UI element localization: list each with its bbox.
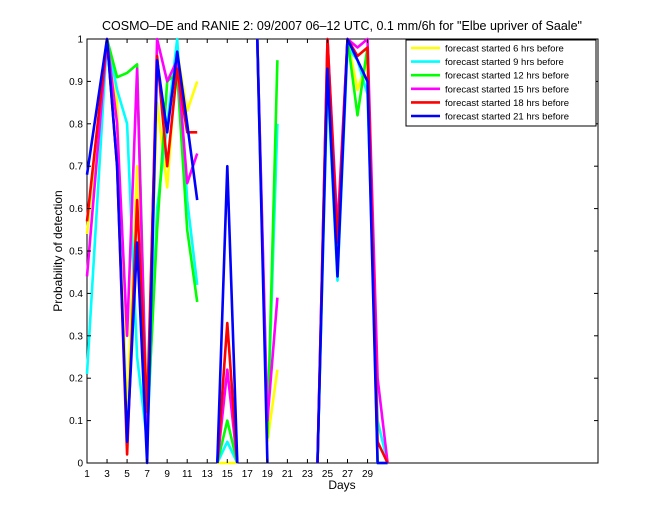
x-tick-label-14: 29 (362, 469, 374, 480)
y-tick-label-0: 0 (77, 459, 83, 470)
x-tick-label-1: 3 (104, 469, 110, 480)
legend-entry-3: forecast started 15 hrs before (445, 84, 569, 95)
x-tick-label-7: 15 (222, 469, 234, 480)
tick-layer: 1 3 5 7 9 11 13 15 17 19 21 23 25 27 2900.10.20.30.40.… (69, 35, 598, 480)
x-tick-label-5: 11 (182, 469, 193, 480)
y-tick-label-7: 0.7 (69, 162, 83, 173)
legend-items: forecast started 6 hrs before forecast st… (411, 44, 569, 123)
y-tick-label-9: 0.9 (69, 77, 83, 88)
y-tick-label-10: 1 (77, 35, 83, 46)
y-tick-label-3: 0.3 (69, 331, 83, 342)
x-tick-label-13: 27 (342, 469, 354, 480)
y-tick-label-6: 0.6 (69, 204, 83, 215)
x-tick-label-4: 9 (164, 469, 170, 480)
x-tick-label-0: 1 (84, 469, 90, 480)
x-axis-label: Days (328, 478, 355, 492)
y-tick-label-8: 0.8 (69, 119, 83, 130)
legend-entry-4: forecast started 18 hrs before (445, 98, 569, 109)
legend-entry-5: forecast started 21 hrs before (445, 112, 569, 123)
series-line-2 (105, 37, 388, 465)
x-tick-label-3: 7 (144, 469, 150, 480)
legend-entry-2: forecast started 12 hrs before (445, 71, 569, 82)
x-tick-label-2: 5 (124, 469, 130, 480)
y-tick-label-2: 0.2 (69, 374, 83, 385)
x-tick-label-6: 13 (202, 469, 214, 480)
y-axis-label: Probability of detection (51, 190, 65, 311)
y-tick-label-5: 0.5 (69, 247, 83, 258)
legend: forecast started 6 hrs before forecast st… (405, 39, 597, 127)
x-tick-label-9: 19 (262, 469, 274, 480)
chart-title: COSMO–DE and RANIE 2: 09/2007 06–12 UTC,… (102, 19, 582, 33)
x-tick-label-11: 23 (302, 469, 314, 480)
x-tick-label-12: 25 (322, 469, 334, 480)
legend-entry-1: forecast started 9 hrs before (445, 57, 564, 68)
x-tick-label-8: 17 (242, 469, 254, 480)
y-tick-label-1: 0.1 (69, 416, 83, 427)
legend-entry-0: forecast started 6 hrs before (445, 44, 564, 55)
legend-box (405, 39, 597, 127)
x-tick-label-10: 21 (282, 469, 294, 480)
y-tick-label-4: 0.4 (69, 289, 83, 300)
